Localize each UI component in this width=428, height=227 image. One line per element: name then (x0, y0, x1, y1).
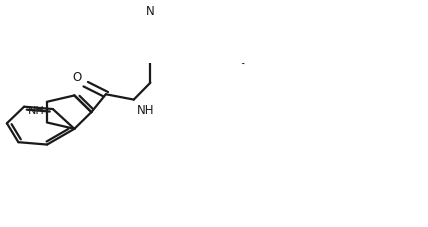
Text: NH: NH (137, 104, 155, 117)
Text: NH: NH (28, 105, 45, 115)
Text: O: O (72, 71, 81, 84)
Text: N: N (146, 5, 155, 18)
